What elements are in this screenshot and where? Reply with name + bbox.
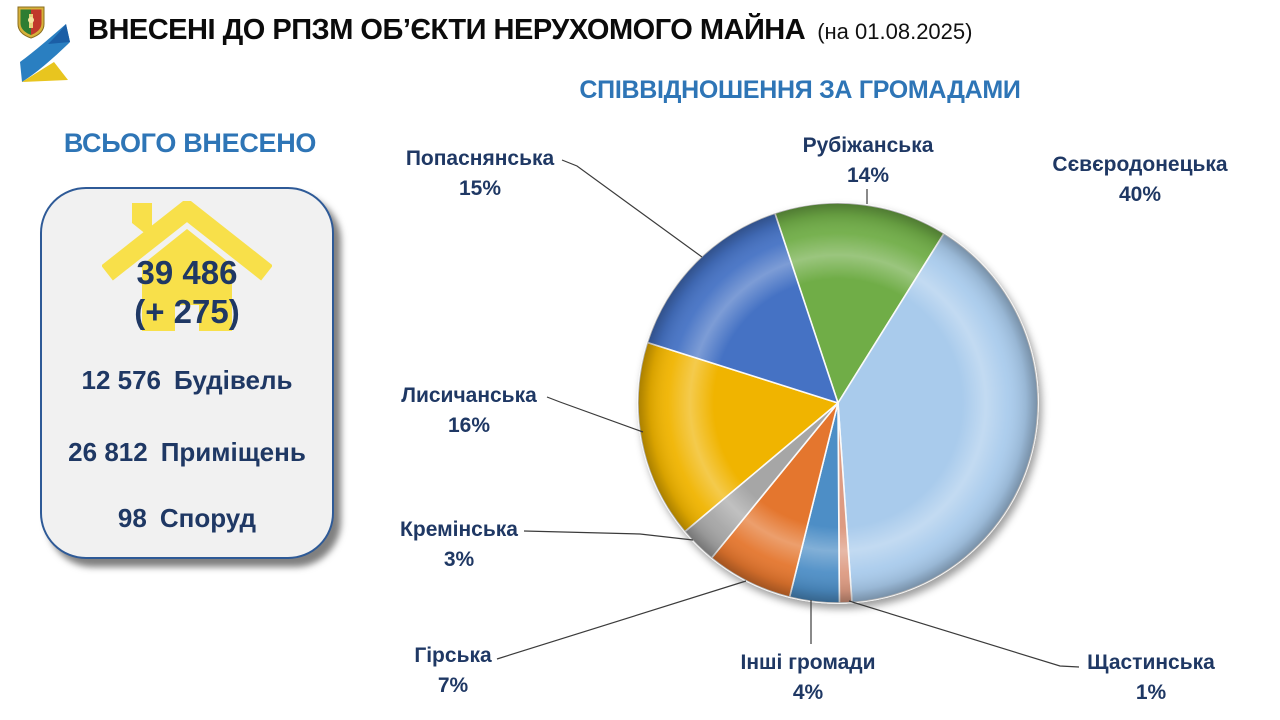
pie-label: Рубіжанська 14% bbox=[803, 131, 934, 191]
total-block: 39 486 (+ 275) bbox=[42, 253, 332, 331]
pie-label-name: Сєвєродонецька bbox=[1052, 153, 1228, 176]
pie-label-pct: 3% bbox=[443, 548, 475, 571]
pie-label-name: Гірська bbox=[414, 644, 492, 667]
pie-label: Кремінська 3% bbox=[400, 515, 518, 575]
total-count: 39 486 bbox=[136, 254, 238, 291]
leader-line-6 bbox=[546, 396, 644, 433]
pie-label: Сєвєродонецька 40% bbox=[1052, 150, 1227, 210]
pie-label: Лисичанська 16% bbox=[401, 381, 537, 441]
item-value: 98 bbox=[117, 503, 147, 533]
item-value: 12 576 bbox=[81, 365, 162, 395]
pie-label-name: Щастинська bbox=[1087, 651, 1215, 674]
leader-line-5 bbox=[523, 530, 694, 541]
leader-line-2 bbox=[848, 600, 1080, 668]
flag-swoosh-icon bbox=[20, 24, 70, 82]
pie-label: Гірська 7% bbox=[414, 641, 491, 701]
pie-label-pct: 1% bbox=[1135, 681, 1167, 704]
pie-label-pct: 40% bbox=[1118, 183, 1162, 206]
pie-label: Інші громади 4% bbox=[741, 648, 876, 708]
pie-label-name: Попаснянська bbox=[405, 147, 555, 170]
leader-line-4 bbox=[496, 580, 747, 660]
coat-of-arms-icon bbox=[17, 6, 45, 39]
totals-item: 98 Споруд bbox=[42, 503, 332, 534]
leader-line-7 bbox=[561, 159, 703, 258]
house-icon bbox=[102, 201, 272, 331]
page-title: ВНЕСЕНІ ДО РПЗМ ОБ’ЄКТИ НЕРУХОМОГО МАЙНА bbox=[88, 14, 806, 46]
pie-label-name: Лисичанська bbox=[401, 384, 537, 407]
item-label: Приміщень bbox=[160, 437, 306, 467]
pie-label-pct: 7% bbox=[437, 674, 469, 697]
item-label: Будівель bbox=[174, 365, 293, 395]
title-date: (на 01.08.2025) bbox=[817, 19, 973, 44]
totals-heading: ВСЬОГО ВНЕСЕНО bbox=[63, 128, 317, 158]
totals-item: 26 812 Приміщень bbox=[42, 437, 332, 468]
item-value: 26 812 bbox=[68, 437, 148, 467]
pie-label-pct: 4% bbox=[792, 681, 824, 704]
item-label: Споруд bbox=[159, 503, 257, 533]
pie-label-name: Кремінська bbox=[400, 518, 518, 541]
org-logo bbox=[17, 6, 70, 82]
pie-label-pct: 15% bbox=[458, 177, 502, 200]
page-header: ВНЕСЕНІ ДО РПЗМ ОБ’ЄКТИ НЕРУХОМОГО МАЙНА… bbox=[88, 14, 972, 47]
totals-card: 39 486 (+ 275) 12 576 Будівель 26 812 Прим… bbox=[40, 187, 334, 559]
pie-label-name: Інші громади bbox=[740, 651, 876, 674]
leader-lines bbox=[496, 159, 1080, 668]
pie-label: Щастинська 1% bbox=[1087, 648, 1215, 708]
total-delta: (+ 275) bbox=[134, 293, 240, 330]
pie-bevel-overlay bbox=[638, 203, 1038, 603]
pie-label-pct: 14% bbox=[846, 164, 890, 187]
pie-label: Попаснянська 15% bbox=[406, 144, 554, 204]
pie-label-name: Рубіжанська bbox=[802, 134, 934, 157]
totals-item: 12 576 Будівель bbox=[42, 365, 332, 396]
pie-label-pct: 16% bbox=[447, 414, 491, 437]
chart-title: СПІВВІДНОШЕННЯ ЗА ГРОМАДАМИ bbox=[579, 76, 1021, 104]
